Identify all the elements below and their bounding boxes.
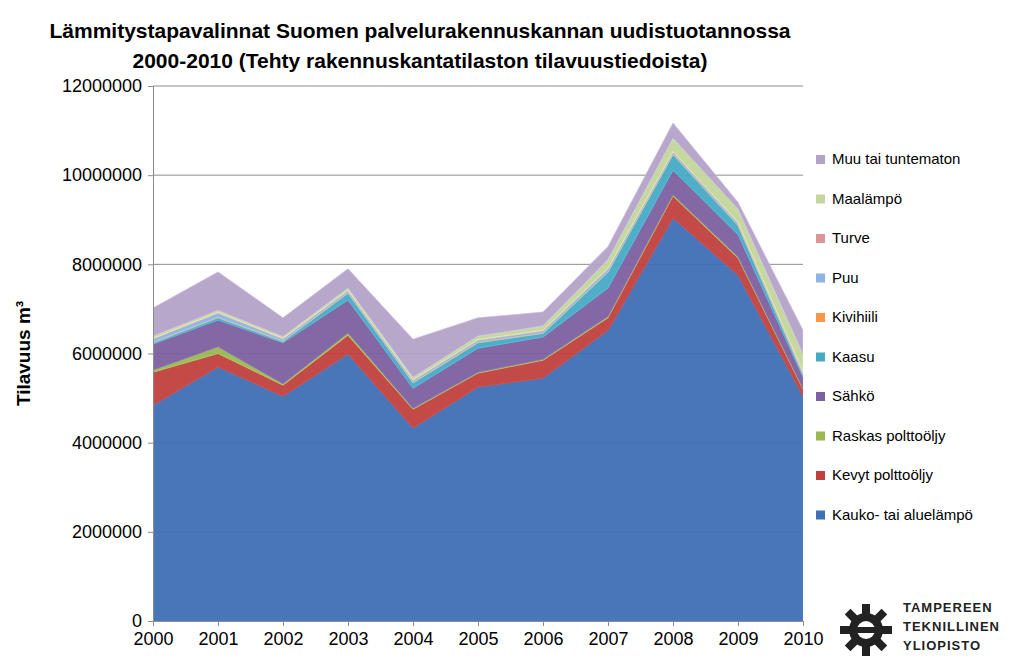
legend-label: Kivihiili bbox=[832, 308, 878, 325]
tick: 2003 bbox=[328, 621, 368, 649]
y-axis: 0 2000000 4000000 6000000 8000000 10000000 120… bbox=[62, 76, 154, 631]
tick: 4000000 bbox=[72, 433, 153, 453]
legend-swatch bbox=[816, 155, 825, 164]
grid bbox=[153, 86, 803, 621]
tick: 2002 bbox=[263, 621, 303, 649]
tick-mark bbox=[148, 443, 153, 444]
logo-ring bbox=[849, 613, 883, 647]
tick-mark bbox=[413, 621, 414, 626]
legend-swatch bbox=[816, 195, 825, 204]
legend-label: Raskas polttoöljy bbox=[832, 427, 946, 444]
tick-mark bbox=[478, 621, 479, 626]
area bbox=[153, 138, 803, 380]
tick-label: 0 bbox=[132, 611, 142, 631]
legend-swatch bbox=[816, 471, 825, 480]
tick-mark bbox=[148, 532, 153, 533]
tick: 2008 bbox=[653, 621, 693, 649]
legend-label: Kevyt polttoöljy bbox=[832, 466, 933, 483]
legend-swatch bbox=[816, 313, 825, 322]
tick-label: 2009 bbox=[718, 629, 758, 649]
tick-label: 10000000 bbox=[62, 165, 142, 185]
chart: Lämmitystapavalinnat Suomen palveluraken… bbox=[0, 0, 1024, 669]
tick: 2000000 bbox=[72, 522, 153, 542]
tick-label: 2008 bbox=[653, 629, 693, 649]
tick-mark bbox=[738, 621, 739, 626]
tick-label: 6000000 bbox=[72, 344, 142, 364]
tick-label: 2003 bbox=[328, 629, 368, 649]
tick-mark bbox=[148, 264, 153, 265]
tick-label: 2005 bbox=[458, 629, 498, 649]
area bbox=[153, 218, 803, 621]
tick: 12000000 bbox=[62, 76, 153, 96]
x-axis: 2000 2001 2002 2003 2004 2005 2006 2007 2008 2009… bbox=[133, 621, 823, 649]
tick: 2006 bbox=[523, 621, 563, 649]
legend-label: Muu tai tuntematon bbox=[832, 150, 960, 167]
legend-swatch bbox=[816, 353, 825, 362]
tick-label: 12000000 bbox=[62, 76, 142, 96]
tick: 0 bbox=[132, 611, 153, 631]
tick-label: 2000000 bbox=[72, 522, 142, 542]
tick: 2009 bbox=[718, 621, 758, 649]
tick: 2007 bbox=[588, 621, 628, 649]
tick-label: 4000000 bbox=[72, 433, 142, 453]
legend-swatch bbox=[816, 432, 825, 441]
axis-line bbox=[154, 622, 804, 627]
area bbox=[153, 170, 803, 408]
tick-label: 2007 bbox=[588, 629, 628, 649]
tick-mark bbox=[803, 621, 804, 626]
tick: 10000000 bbox=[62, 165, 153, 185]
tick: 2001 bbox=[198, 621, 238, 649]
tick-label: 2004 bbox=[393, 629, 433, 649]
tick-label: 2001 bbox=[198, 629, 238, 649]
tick-mark bbox=[283, 621, 284, 626]
y-axis-title: Tilavuus m³ bbox=[13, 301, 34, 406]
tick-mark bbox=[148, 175, 153, 176]
tick-label: 2006 bbox=[523, 629, 563, 649]
legend-swatch bbox=[816, 511, 825, 520]
legend-label: Sähkö bbox=[832, 387, 875, 404]
tick-mark bbox=[673, 621, 674, 626]
legend-swatch bbox=[816, 234, 825, 243]
tick-label: 2002 bbox=[263, 629, 303, 649]
axis-line bbox=[148, 87, 154, 622]
legend-label: Turve bbox=[832, 229, 870, 246]
tick-mark bbox=[608, 621, 609, 626]
logo-icon bbox=[840, 604, 892, 656]
legend-label: Maalämpö bbox=[832, 190, 902, 207]
tick-mark bbox=[218, 621, 219, 626]
legend-swatch bbox=[816, 392, 825, 401]
area bbox=[153, 123, 803, 377]
tick-label: 2000 bbox=[133, 629, 173, 649]
grid-line bbox=[153, 86, 803, 87]
logo-bar bbox=[852, 627, 880, 633]
legend-label: Puu bbox=[832, 269, 859, 286]
legend-swatch bbox=[816, 274, 825, 283]
tick-label: 8000000 bbox=[72, 255, 142, 275]
tick: 6000000 bbox=[72, 344, 153, 364]
legend: Muu tai tuntematon Maalämpö Turve Puu Kivihi… bbox=[816, 150, 973, 523]
tick-mark bbox=[148, 621, 153, 622]
tick-mark bbox=[148, 86, 153, 87]
tick-mark bbox=[148, 354, 153, 355]
tick: 2010 bbox=[783, 621, 823, 649]
tick: 8000000 bbox=[72, 255, 153, 275]
tick: 2005 bbox=[458, 621, 498, 649]
tick-label: 2010 bbox=[783, 629, 823, 649]
legend-label: Kaasu bbox=[832, 348, 875, 365]
title: Lämmitystapavalinnat Suomen palveluraken… bbox=[49, 19, 790, 72]
tick-mark bbox=[543, 621, 544, 626]
legend-label: Kauko- tai aluelämpö bbox=[832, 506, 973, 523]
tick: 2004 bbox=[393, 621, 433, 649]
tick-mark bbox=[348, 621, 349, 626]
plot-area bbox=[153, 123, 803, 621]
annotation: TAMPEREENTEKNILLINENYLIOPISTO bbox=[903, 600, 1000, 653]
background bbox=[0, 0, 1024, 669]
